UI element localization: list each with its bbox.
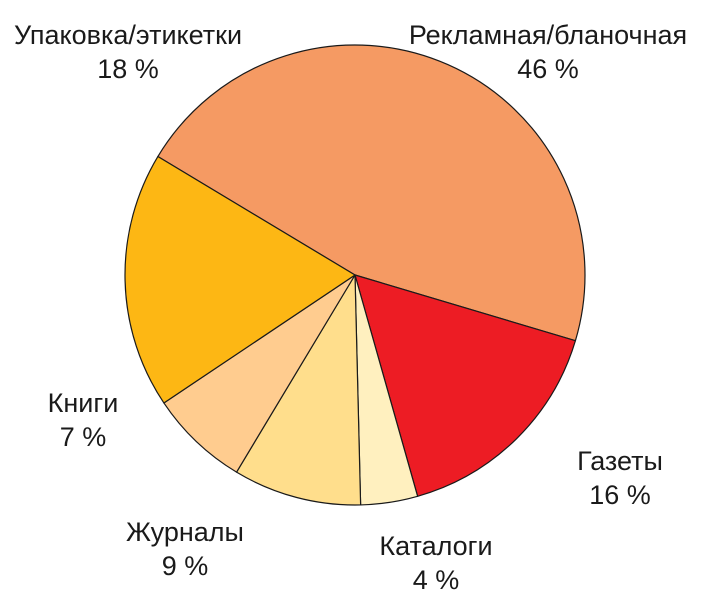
slice-label-newspapers: Газеты [577, 446, 663, 476]
pie-labels: Рекламная/бланочная 46 % Газеты 16 % Кат… [14, 20, 687, 595]
slice-value-packaging: 18 % [97, 54, 159, 84]
slice-label-advertising: Рекламная/бланочная [409, 20, 687, 50]
slice-value-newspapers: 16 % [589, 480, 651, 510]
pie-slice-newspapers [354, 274, 577, 497]
slice-value-books: 7 % [60, 422, 107, 452]
pie-slice-advertising [157, 44, 586, 342]
slice-label-catalogs: Каталоги [379, 531, 492, 561]
pie-slice-packaging [124, 155, 356, 404]
pie-slices [124, 44, 586, 506]
slice-label-books: Книги [48, 388, 119, 418]
slice-value-advertising: 46 % [517, 54, 579, 84]
pie-slice-books [163, 274, 356, 473]
slice-value-magazines: 9 % [162, 551, 209, 581]
pie-slice-magazines [235, 274, 362, 506]
slice-value-catalogs: 4 % [413, 565, 460, 595]
slice-label-magazines: Журналы [126, 517, 244, 547]
slice-label-packaging: Упаковка/этикетки [14, 20, 242, 50]
